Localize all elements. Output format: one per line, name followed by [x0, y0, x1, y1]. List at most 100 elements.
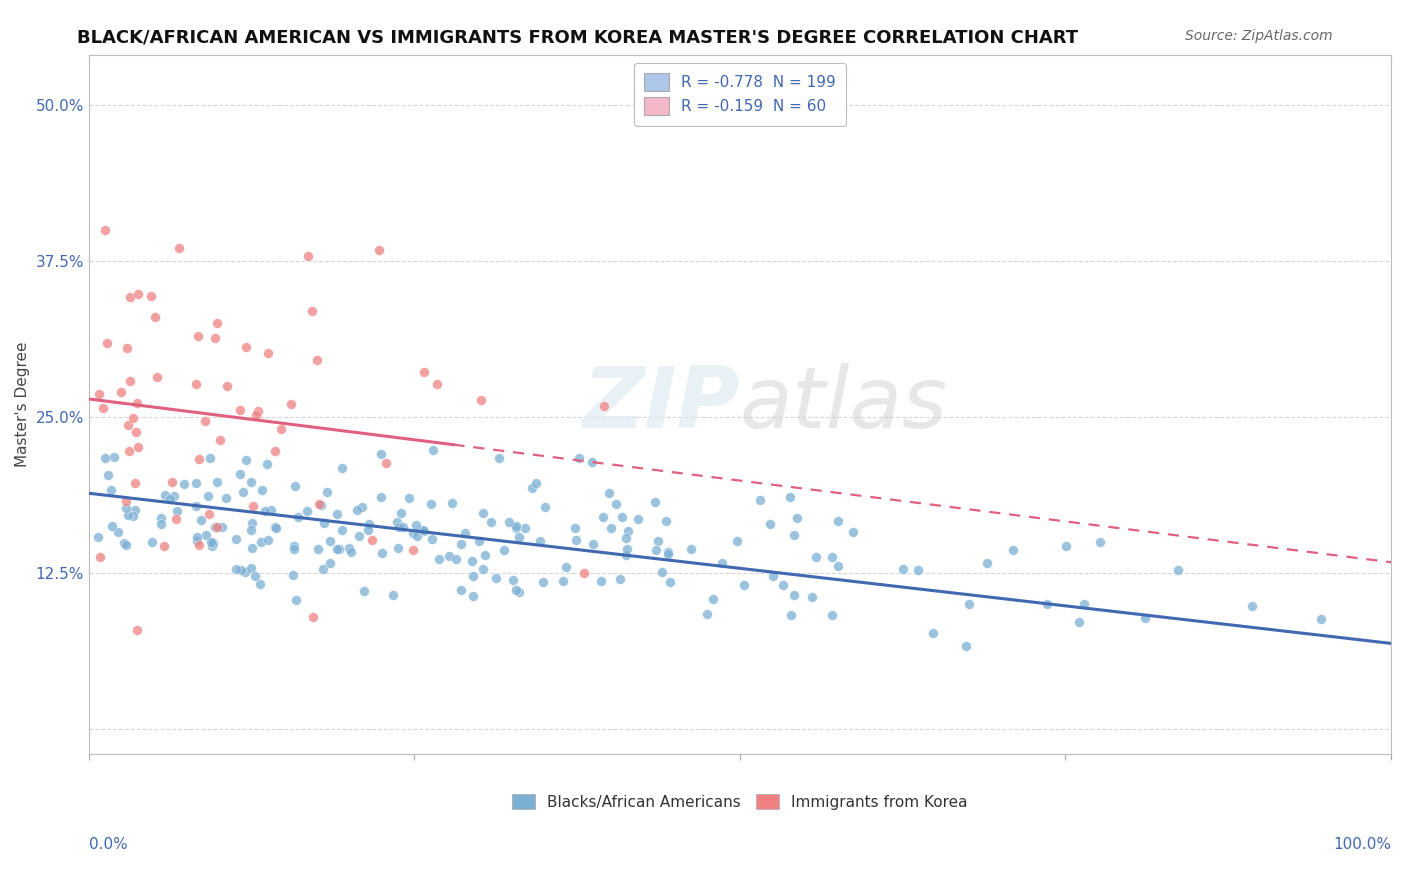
Point: [295, 504, 318, 518]
Point: [406, 529, 429, 543]
Point: [502, 573, 524, 587]
Point: [263, 444, 285, 458]
Point: [124, 503, 146, 517]
Point: [328, 541, 350, 556]
Point: [121, 509, 143, 524]
Point: [337, 541, 360, 556]
Point: [249, 577, 271, 591]
Legend: Blacks/African Americans, Immigrants from Korea: Blacks/African Americans, Immigrants fro…: [506, 788, 974, 815]
Point: [574, 566, 596, 580]
Point: [211, 520, 233, 534]
Point: [124, 475, 146, 490]
Point: [804, 550, 827, 565]
Point: [401, 543, 423, 558]
Point: [657, 547, 679, 561]
Point: [264, 520, 287, 534]
Point: [115, 341, 138, 355]
Point: [270, 422, 292, 436]
Point: [592, 509, 614, 524]
Point: [374, 456, 396, 470]
Point: [957, 597, 980, 611]
Point: [228, 403, 250, 417]
Point: [330, 461, 353, 475]
Point: [243, 568, 266, 582]
Point: [786, 511, 808, 525]
Point: [297, 249, 319, 263]
Point: [122, 411, 145, 425]
Point: [598, 486, 620, 500]
Point: [118, 290, 141, 304]
Point: [214, 491, 236, 505]
Point: [242, 499, 264, 513]
Point: [94, 450, 117, 465]
Point: [492, 543, 515, 558]
Point: [205, 475, 228, 489]
Text: BLACK/AFRICAN AMERICAN VS IMMIGRANTS FROM KOREA MASTER'S DEGREE CORRELATION CHAR: BLACK/AFRICAN AMERICAN VS IMMIGRANTS FRO…: [77, 29, 1078, 46]
Point: [524, 476, 547, 491]
Point: [284, 593, 307, 607]
Point: [330, 523, 353, 537]
Point: [370, 546, 392, 560]
Point: [626, 511, 648, 525]
Point: [505, 518, 527, 533]
Point: [759, 516, 782, 531]
Point: [89, 550, 111, 565]
Point: [283, 541, 305, 556]
Point: [150, 516, 173, 531]
Point: [260, 503, 283, 517]
Point: [405, 518, 427, 533]
Point: [112, 536, 135, 550]
Point: [353, 583, 375, 598]
Point: [239, 561, 262, 575]
Point: [568, 451, 591, 466]
Point: [387, 515, 409, 529]
Point: [150, 510, 173, 524]
Point: [827, 514, 849, 528]
Point: [201, 539, 224, 553]
Point: [645, 542, 668, 557]
Point: [204, 520, 226, 534]
Point: [197, 489, 219, 503]
Point: [695, 607, 717, 621]
Point: [485, 571, 508, 585]
Point: [398, 491, 420, 505]
Point: [127, 287, 149, 301]
Point: [387, 541, 409, 556]
Point: [783, 588, 806, 602]
Point: [413, 524, 436, 538]
Point: [240, 541, 263, 555]
Point: [124, 425, 146, 439]
Point: [420, 533, 443, 547]
Point: [194, 527, 217, 541]
Point: [391, 519, 413, 533]
Point: [461, 568, 484, 582]
Point: [256, 346, 278, 360]
Point: [163, 489, 186, 503]
Point: [190, 513, 212, 527]
Point: [204, 330, 226, 344]
Point: [318, 556, 340, 570]
Point: [733, 578, 755, 592]
Point: [205, 316, 228, 330]
Point: [256, 533, 278, 548]
Point: [120, 374, 142, 388]
Point: [711, 556, 734, 570]
Point: [198, 451, 221, 466]
Point: [534, 500, 557, 515]
Point: [454, 526, 477, 541]
Point: [159, 492, 181, 507]
Point: [352, 500, 374, 514]
Point: [402, 525, 425, 540]
Point: [250, 483, 273, 497]
Point: [657, 544, 679, 558]
Point: [326, 507, 349, 521]
Point: [319, 533, 342, 548]
Point: [389, 506, 412, 520]
Point: [800, 590, 823, 604]
Point: [97, 467, 120, 482]
Point: [235, 453, 257, 467]
Point: [647, 533, 669, 548]
Point: [472, 562, 495, 576]
Point: [725, 534, 748, 549]
Point: [842, 524, 865, 539]
